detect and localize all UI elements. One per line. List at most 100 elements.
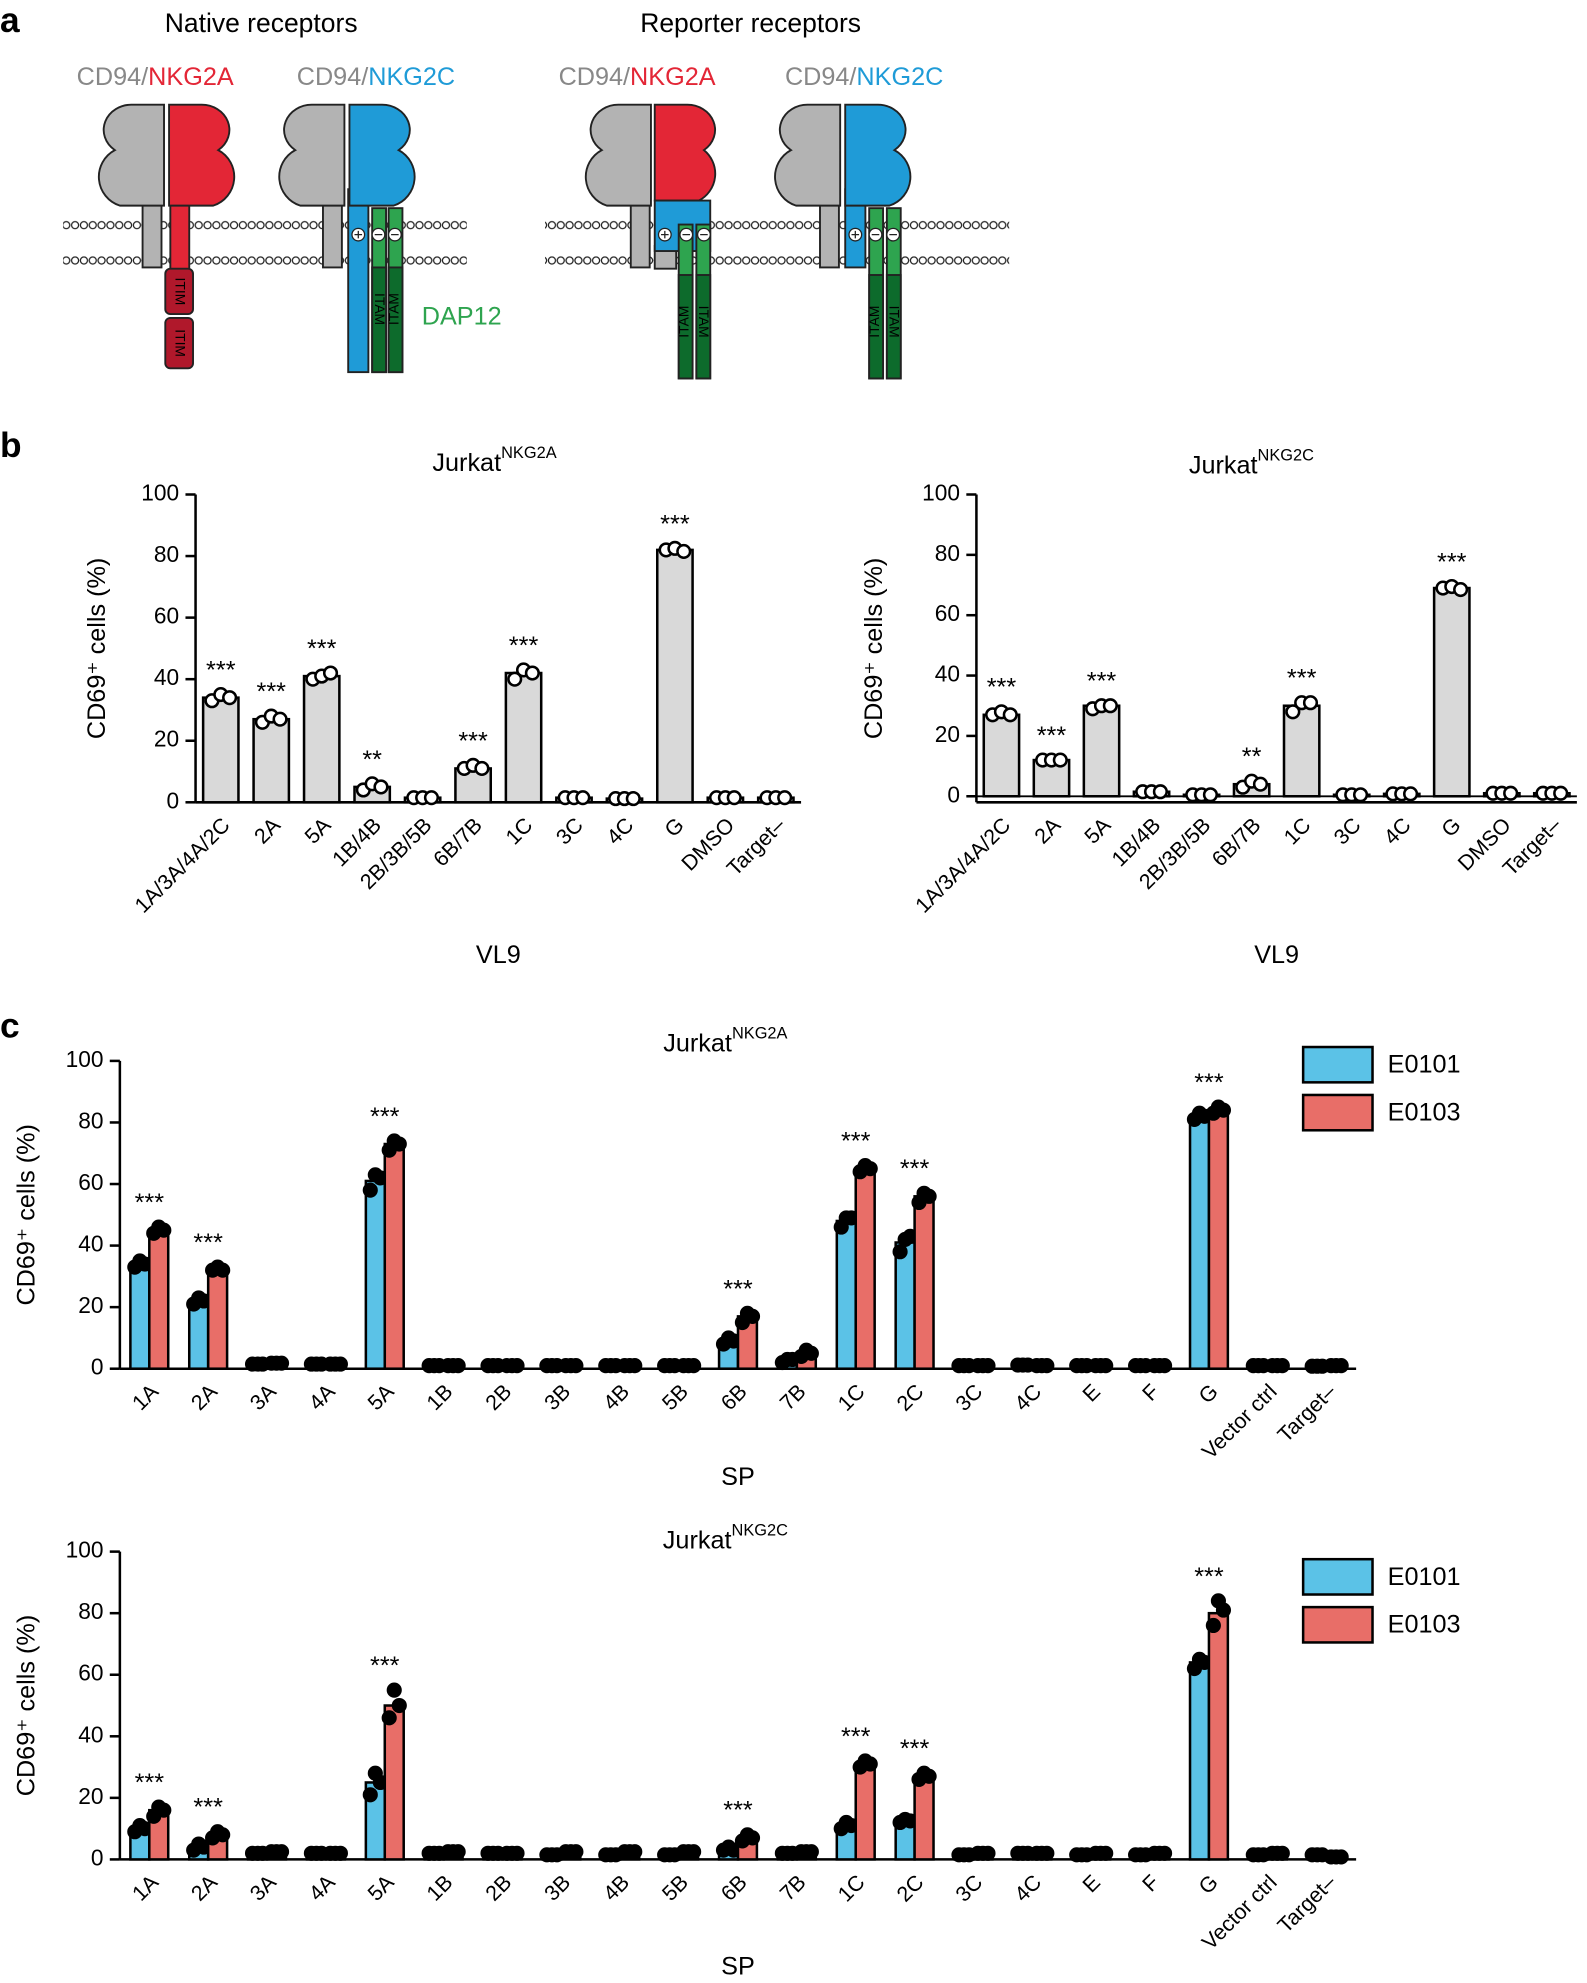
replicate-point [862, 1161, 878, 1177]
x-tick-label: 3B [540, 1379, 576, 1415]
replicate-point [1274, 1358, 1290, 1374]
significance-label: *** [1037, 722, 1067, 750]
x-tick-label: 1B [422, 1379, 458, 1415]
receptor-label: CD94/NKG2A [77, 63, 234, 91]
y-tick-label: 0 [91, 1354, 104, 1380]
significance-label: *** [193, 1794, 223, 1822]
significance-label: ** [1242, 743, 1262, 771]
replicate-point [892, 1244, 908, 1260]
bar [854, 1167, 876, 1370]
replicate-point [524, 665, 540, 681]
receptor-label: CD94/NKG2C [785, 63, 943, 91]
nkg2a: NKG2A [630, 63, 716, 91]
replicate-point [362, 1787, 378, 1803]
replicate-point [1098, 1845, 1114, 1861]
bar [982, 713, 1021, 798]
cd94: CD94/ [297, 63, 368, 91]
title-superscript: NKG2C [1258, 447, 1315, 465]
x-tick-label: 3A [245, 1870, 281, 1906]
x-tick-label: 5A [300, 813, 336, 849]
replicate-point [1002, 707, 1018, 723]
replicate-point [862, 1756, 878, 1772]
x-tick-label: 6B [716, 1379, 752, 1415]
legend-label: E0101 [1388, 1563, 1461, 1591]
replicate-point [322, 665, 339, 681]
x-tick-label: 1A [128, 1870, 164, 1906]
x-tick-label: 5B [657, 1379, 693, 1415]
panel-label: b [0, 426, 22, 465]
x-tick-label: 4C [1010, 1379, 1046, 1415]
significance-label: *** [370, 1103, 400, 1131]
x-tick-label: 4A [304, 1379, 340, 1415]
dap12-label: DAP12 [422, 303, 502, 331]
x-tick-label: 4B [599, 1379, 635, 1415]
replicate-point [575, 790, 591, 806]
cd94: CD94/ [559, 63, 630, 91]
x-tick-label: 1C [501, 813, 537, 849]
x-tick-label: E [1078, 1379, 1105, 1406]
significance-label: ** [362, 746, 382, 774]
replicate-point [272, 711, 288, 727]
significance-label: *** [135, 1189, 165, 1217]
x-tick-label: 2A [250, 813, 286, 849]
itam-label: ITAM [386, 293, 402, 325]
replicate-point [1152, 784, 1168, 800]
replicate-point [686, 1358, 702, 1374]
y-tick-label: 100 [66, 1537, 104, 1563]
x-tick-label: 2A [186, 1379, 222, 1415]
x-tick-label: 4C [1379, 813, 1415, 849]
replicate-point [744, 1308, 761, 1324]
significance-label: *** [370, 1652, 400, 1680]
membrane [63, 220, 1010, 265]
replicate-point [744, 1830, 761, 1846]
significance-label: *** [509, 632, 539, 660]
replicate-point [1202, 787, 1218, 803]
y-axis-label: CD69⁺ cells (%) [12, 1124, 40, 1305]
legend-swatch [1301, 1605, 1374, 1644]
y-tick-label: 20 [78, 1783, 103, 1809]
x-tick-label: 2A [186, 1870, 222, 1906]
replicate-point [1205, 1617, 1221, 1634]
x-tick-label: E [1078, 1870, 1105, 1897]
bar [1188, 1661, 1211, 1861]
nkg2a: NKG2A [148, 63, 234, 91]
x-tick-label: 3A [245, 1379, 281, 1415]
x-tick-label: 3C [1329, 813, 1365, 849]
replicate-point [1252, 776, 1269, 792]
title-superscript: NKG2A [501, 444, 557, 462]
replicate-point [1352, 787, 1369, 803]
bar [364, 1179, 387, 1370]
significance-label: *** [900, 1155, 930, 1183]
replicate-point [386, 1682, 402, 1698]
x-tick-label: 5A [363, 1870, 399, 1906]
replicate-point [507, 671, 523, 687]
bar [1082, 704, 1121, 798]
chart-title: JurkatNKG2A [663, 1025, 787, 1057]
replicate-point [676, 543, 692, 560]
replicate-point [362, 1182, 378, 1198]
itam-label: ITAM [676, 306, 692, 338]
itim-label: ITIM [173, 329, 189, 357]
replicate-point [803, 1844, 819, 1860]
itim-label: ITIM [173, 278, 189, 306]
x-tick-label: Target– [1273, 1870, 1341, 1938]
x-tick-label: 1A [128, 1379, 164, 1415]
replicate-point [1302, 695, 1319, 711]
significance-label: *** [1194, 1563, 1224, 1591]
x-tick-label: 5A [1080, 813, 1116, 849]
replicate-point [921, 1768, 937, 1784]
x-tick-label: 3C [951, 1870, 987, 1906]
significance-label: *** [206, 657, 236, 685]
significance-label: *** [987, 674, 1017, 702]
x-tick-label: 4B [599, 1870, 635, 1906]
y-tick-label: 80 [78, 1107, 103, 1133]
receptor-diagram: Native receptors Reporter receptors CD94… [63, 8, 1010, 380]
replicate-point [391, 1697, 407, 1714]
bar [854, 1762, 876, 1861]
legend-label: E0101 [1388, 1051, 1461, 1079]
replicate-point [1098, 1358, 1114, 1374]
x-tick-label: 7B [775, 1379, 811, 1415]
significance-label: *** [660, 510, 690, 538]
y-axis-label: CD69⁺ cells (%) [83, 558, 111, 739]
